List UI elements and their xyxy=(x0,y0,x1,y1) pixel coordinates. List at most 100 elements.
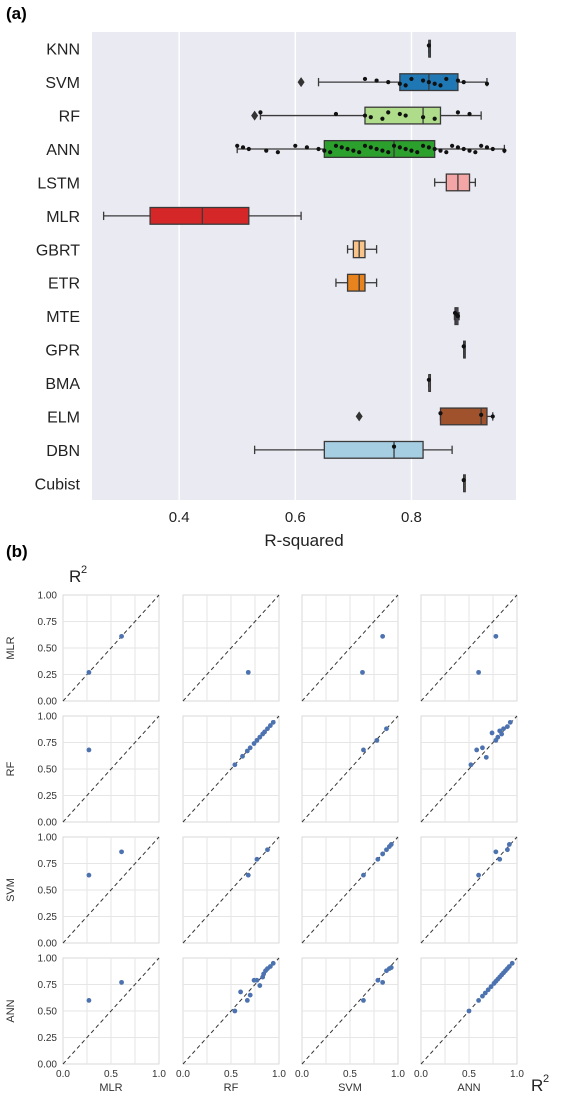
scatter-point xyxy=(506,842,512,847)
scatter-point xyxy=(119,849,124,855)
y-tick-label: 0.50 xyxy=(38,765,58,776)
identity-line xyxy=(420,594,518,702)
y-tick-label: 0.75 xyxy=(38,980,58,991)
swarm-point xyxy=(368,145,373,150)
scatter-point xyxy=(505,724,510,729)
scatter-point xyxy=(388,965,394,970)
swarm-point xyxy=(328,150,333,155)
scatter-point xyxy=(374,737,380,743)
swarm-point xyxy=(351,148,356,153)
scatter-point xyxy=(86,669,92,675)
scatter-point xyxy=(86,998,92,1003)
scatter-point xyxy=(251,741,257,746)
swarm-point xyxy=(386,150,391,155)
swarm-point xyxy=(362,76,368,82)
scatter-point xyxy=(476,669,481,675)
y-tick-label: 0.00 xyxy=(38,818,58,829)
y-corner-superscript: 2 xyxy=(81,564,87,576)
identity-line xyxy=(62,594,160,702)
swarm-point xyxy=(293,143,298,148)
scatter-point xyxy=(476,998,481,1003)
scatter-cell-rf-vs-svm xyxy=(301,715,399,823)
scatter-point xyxy=(480,745,485,751)
scatter-point xyxy=(499,731,505,737)
scatter-point xyxy=(380,851,386,857)
scatter-cell-mlr-vs-svm xyxy=(301,594,399,702)
scatter-cell-svm-vs-mlr xyxy=(62,836,160,944)
identity-line xyxy=(420,836,518,944)
category-label: ANN xyxy=(46,142,80,159)
swarm-point xyxy=(467,111,472,117)
category-label: SVM xyxy=(45,75,80,92)
scatter-cell-rf-vs-mlr xyxy=(62,715,160,823)
y-tick-label: 0.25 xyxy=(38,1033,58,1044)
swarm-point xyxy=(380,148,385,153)
scatter-point xyxy=(267,723,273,728)
y-tick-label: 0.75 xyxy=(38,617,58,628)
scatter-cell-svm-vs-svm xyxy=(301,836,399,944)
x-tick-label: 0.5 xyxy=(343,1069,357,1080)
identity-line xyxy=(62,957,160,1065)
x-tick-label: 0.5 xyxy=(224,1069,238,1080)
x-tick-label: 0.4 xyxy=(169,509,190,526)
panel-b-label: (b) xyxy=(6,542,28,561)
swarm-point xyxy=(264,148,269,153)
swarm-point xyxy=(473,150,478,155)
box-iqr xyxy=(323,440,424,459)
scatter-point xyxy=(270,960,276,966)
scatter-point xyxy=(384,847,389,853)
swarm-point xyxy=(333,143,339,148)
swarm-point xyxy=(374,146,379,152)
swarm-point xyxy=(397,81,402,86)
outlier-marker xyxy=(251,110,259,121)
swarm-point xyxy=(333,111,339,117)
scatter-point xyxy=(384,726,389,732)
scatter-point xyxy=(476,872,481,878)
scatter-point xyxy=(254,977,260,983)
column-label: SVM xyxy=(338,1082,362,1094)
category-label: GPR xyxy=(45,343,80,360)
box-plot-panel: 0.4 0.6 0.8 R-squared KNN SVM RF ANN LSTM MLR GBRT… xyxy=(35,32,516,550)
x-corner-superscript: 2 xyxy=(543,1073,549,1085)
scatter-point xyxy=(262,729,267,735)
y-tick-label: 0.50 xyxy=(38,644,58,655)
swarm-point xyxy=(391,143,397,148)
swarm-point xyxy=(420,115,426,120)
scatter-point xyxy=(361,998,366,1003)
scatter-point xyxy=(247,745,253,751)
outlier-marker xyxy=(297,77,305,88)
identity-line xyxy=(301,715,399,823)
scatter-point xyxy=(466,1008,472,1014)
identity-line xyxy=(182,594,280,702)
scatter-point xyxy=(245,872,251,878)
column-label: MLR xyxy=(99,1082,122,1094)
x-tick-label: 0.8 xyxy=(401,509,422,526)
box-mlr xyxy=(102,206,302,225)
scatter-point xyxy=(267,964,273,969)
scatter-point xyxy=(247,992,253,998)
swarm-point xyxy=(368,115,373,120)
category-label: GBRT xyxy=(36,242,80,259)
box-iqr xyxy=(149,206,250,225)
scatter-point xyxy=(86,872,92,878)
swarm-point xyxy=(455,110,461,115)
x-tick-label: 0.0 xyxy=(414,1069,428,1080)
swarm-point xyxy=(426,43,431,48)
swarm-point xyxy=(403,83,408,88)
scatter-point xyxy=(380,979,386,985)
swarm-point xyxy=(362,113,368,118)
swarm-point xyxy=(455,78,461,83)
swarm-point xyxy=(455,314,461,319)
box-gbrt xyxy=(346,240,378,259)
scatter-cell-rf-vs-ann xyxy=(420,715,518,823)
swarm-point xyxy=(502,148,507,153)
swarm-point xyxy=(316,146,321,152)
scatter-point xyxy=(257,734,263,740)
scatter-point xyxy=(493,633,499,639)
y-tick-label: 0.25 xyxy=(38,791,58,802)
swarm-point xyxy=(374,78,379,83)
swarm-point xyxy=(490,414,495,419)
identity-line xyxy=(62,715,160,823)
box-bma xyxy=(428,373,432,393)
